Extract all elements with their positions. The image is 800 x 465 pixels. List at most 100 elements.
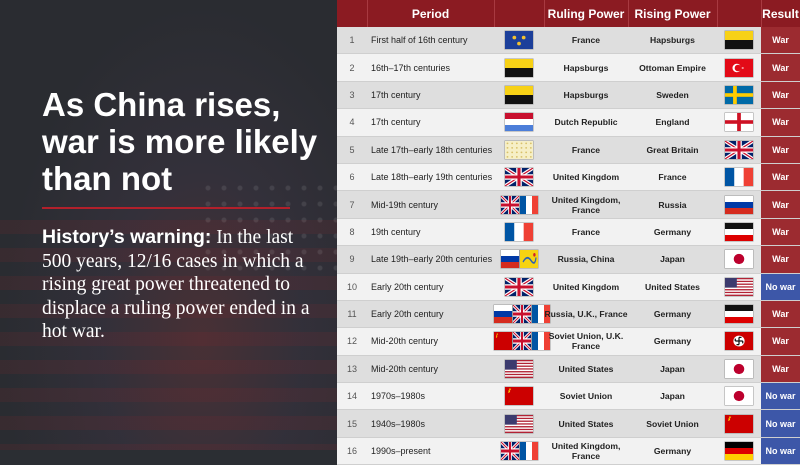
case-number: 13 <box>337 355 367 384</box>
result-war-badge: War <box>761 27 800 55</box>
ruling-flag-cell <box>494 300 550 329</box>
japan-flag-icon <box>725 359 753 378</box>
result-no-war-badge: No war <box>761 437 800 465</box>
table-row: 5 Late 17th–early 18th centuries France Gre… <box>337 136 800 164</box>
table-row: 14 1970s–1980s Soviet Union Japan No war <box>337 382 800 411</box>
rising-flag-cell <box>717 81 761 110</box>
period-cell: 16th–17th centuries <box>367 53 494 82</box>
case-number: 12 <box>337 327 367 356</box>
flag-group <box>500 250 538 269</box>
ruling-power-cell: Hapsburgs <box>544 81 628 110</box>
ruling-power-cell: France <box>544 27 628 55</box>
rising-flag-cell <box>717 300 761 329</box>
rising-power-cell: Hapsburgs <box>628 27 717 55</box>
period-cell: 1940s–1980s <box>367 409 494 438</box>
ruling-flag-cell <box>494 53 544 82</box>
rising-power-cell: Germany <box>628 300 717 329</box>
rising-power-cell: Great Britain <box>628 136 717 164</box>
case-number: 9 <box>337 245 367 274</box>
table-row: 12 Mid-20th century Soviet Union, U.K. Fra… <box>337 327 800 356</box>
result-war-badge: War <box>761 81 800 110</box>
period-cell: Early 20th century <box>367 273 494 301</box>
ruling-flag-cell <box>494 409 544 438</box>
case-number: 16 <box>337 437 367 465</box>
period-cell: 17th century <box>367 81 494 110</box>
case-number: 2 <box>337 53 367 82</box>
period-cell: Late 19th–early 20th centuries <box>367 245 494 274</box>
uk-flag-icon <box>505 168 533 187</box>
rising-power-cell: Sweden <box>628 81 717 110</box>
table-row: 1 First half of 16th century France Hapsbur… <box>337 27 800 55</box>
ruling-power-cell: Dutch Republic <box>544 108 628 137</box>
ruling-flag-cell <box>494 27 544 55</box>
rising-power-cell: Japan <box>628 355 717 384</box>
table-row: 7 Mid-19th century United Kingdom, France R… <box>337 190 800 219</box>
case-number: 4 <box>337 108 367 137</box>
table-row: 10 Early 20th century United Kingdom United… <box>337 273 800 301</box>
rising-flag-cell <box>717 355 761 384</box>
result-war-badge: War <box>761 190 800 219</box>
result-war-badge: War <box>761 163 800 192</box>
usa-flag-icon <box>725 277 753 296</box>
japan-flag-icon <box>725 387 753 406</box>
rising-power-cell: United States <box>628 273 717 301</box>
header-rising-flag <box>717 0 762 27</box>
left-panel: As China rises, war is more likely than … <box>0 0 337 450</box>
ruling-flag-cell <box>494 163 544 192</box>
thucydides-trap-table-panel: Period Ruling Power Rising Power Result … <box>337 0 800 465</box>
rising-power-cell: Japan <box>628 245 717 274</box>
ruling-flag-cell <box>494 273 544 301</box>
table-row: 6 Late 18th–early 19th centuries United Ki… <box>337 163 800 192</box>
ruling-power-cell: Russia, China <box>544 245 628 274</box>
table-row: 8 19th century France Germany War <box>337 218 800 247</box>
ruling-power-cell: France <box>544 136 628 164</box>
table-header-row: Period Ruling Power Rising Power Result <box>337 0 800 27</box>
ruling-flag-cell <box>494 218 544 247</box>
result-war-badge: War <box>761 245 800 274</box>
table-row: 4 17th century Dutch Republic England War <box>337 108 800 137</box>
ruling-flag-cell <box>494 327 550 356</box>
table-row: 16 1990s–present United Kingdom, France Ger… <box>337 437 800 465</box>
ruling-flag-cell <box>494 382 544 411</box>
rising-flag-cell <box>717 245 761 274</box>
france-bourbon-flag-icon <box>505 140 533 159</box>
period-cell: 1990s–present <box>367 437 494 465</box>
rising-power-cell: Germany <box>628 327 717 356</box>
rising-power-cell: Soviet Union <box>628 409 717 438</box>
rising-flag-cell <box>717 218 761 247</box>
rising-power-cell: Germany <box>628 437 717 465</box>
france-flag-icon <box>505 222 533 241</box>
rising-flag-cell <box>717 53 761 82</box>
rising-flag-cell <box>717 382 761 411</box>
ruling-power-cell: United Kingdom, France <box>544 190 628 219</box>
headline: As China rises, war is more likely than … <box>42 86 318 197</box>
period-cell: Late 18th–early 19th centuries <box>367 163 494 192</box>
table-row: 2 16th–17th centuries Hapsburgs Ottoman Emp… <box>337 53 800 82</box>
germany-flag-icon <box>725 442 753 461</box>
result-war-badge: War <box>761 53 800 82</box>
flag-group <box>494 305 550 324</box>
ruling-power-cell: Soviet Union <box>544 382 628 411</box>
rising-flag-cell <box>717 27 761 55</box>
turkey-flag-icon <box>725 58 753 77</box>
header-number <box>337 0 368 27</box>
header-rising-power: Rising Power <box>628 0 718 27</box>
ruling-flag-cell <box>494 355 544 384</box>
case-number: 14 <box>337 382 367 411</box>
france-flag-icon <box>532 332 550 351</box>
table-row: 13 Mid-20th century United States Japan War <box>337 355 800 384</box>
case-number: 6 <box>337 163 367 192</box>
ussr-flag-icon <box>725 414 753 433</box>
result-no-war-badge: No war <box>761 409 800 438</box>
table-row: 9 Late 19th–early 20th centuries Russia, C… <box>337 245 800 274</box>
period-cell: Mid-20th century <box>367 327 494 356</box>
german-empire-flag-icon <box>725 305 753 324</box>
period-cell: First half of 16th century <box>367 27 494 55</box>
case-number: 7 <box>337 190 367 219</box>
case-number: 15 <box>337 409 367 438</box>
uk-flag-icon <box>500 195 519 214</box>
france-flag-icon <box>519 442 538 461</box>
rising-power-cell: Japan <box>628 382 717 411</box>
case-number: 8 <box>337 218 367 247</box>
uk-flag-icon <box>513 332 531 351</box>
